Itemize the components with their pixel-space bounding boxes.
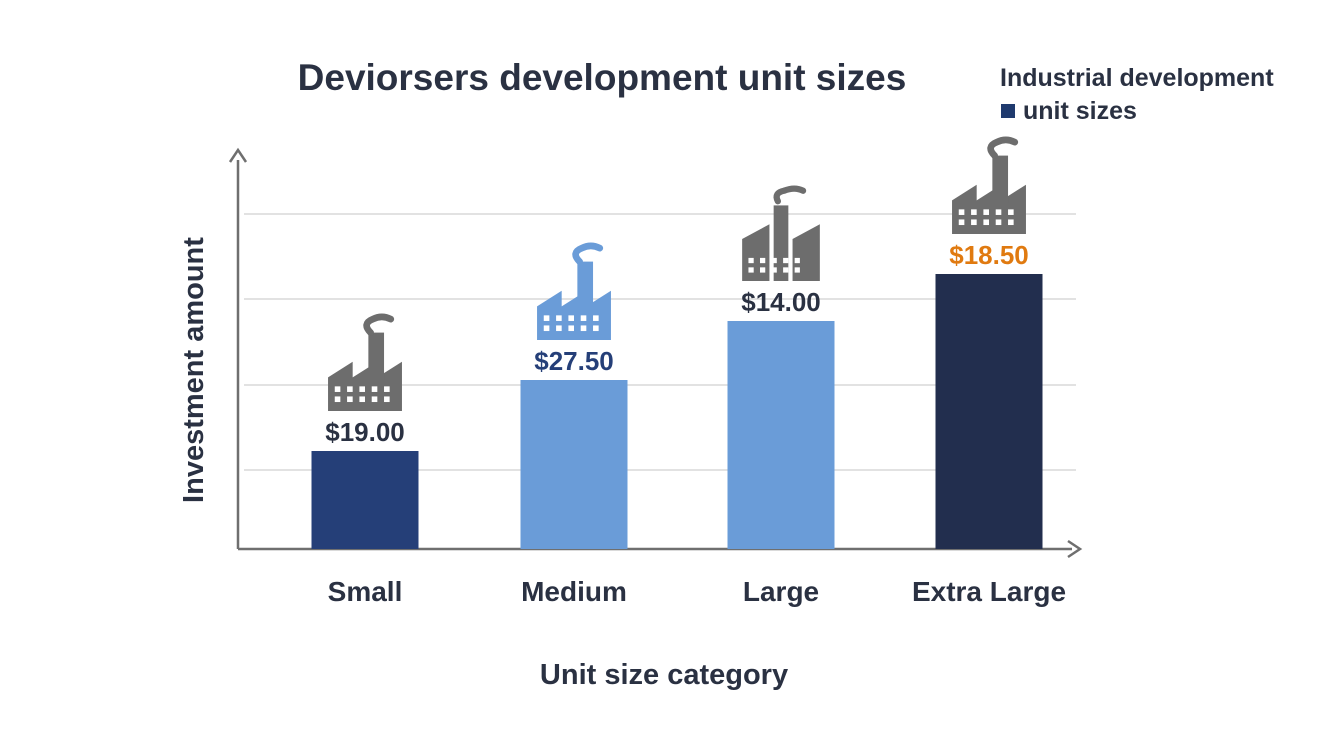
bar-large [727, 321, 835, 549]
value-label: $19.00 [325, 417, 405, 447]
legend-line-2: unit sizes [1023, 97, 1137, 125]
value-label: $27.50 [534, 346, 614, 376]
y-axis-arrow [228, 147, 248, 163]
tick-label: Extra Large [912, 576, 1066, 607]
legend: Industrial development unit sizes [1000, 64, 1274, 125]
legend-swatch [1001, 104, 1015, 118]
factory-icon [742, 188, 820, 281]
y-axis-label: Investment amount [178, 237, 210, 503]
factory-icon [537, 245, 611, 340]
bar-extra-large [935, 274, 1043, 549]
tick-label: Large [743, 576, 819, 607]
bar-small [311, 451, 419, 549]
chart-title: Deviorsers development unit sizes [298, 57, 907, 98]
tick-label: Medium [521, 576, 627, 607]
value-label: $18.50 [949, 240, 1029, 270]
value-label: $14.00 [741, 287, 821, 317]
factory-icon [952, 139, 1026, 234]
bars: $19.00 Small $27.50 Medium $14.00 Large $18.50… [311, 139, 1066, 607]
tick-label: Small [328, 576, 403, 607]
legend-line-1: Industrial development [1000, 64, 1274, 92]
x-axis-arrow [1067, 539, 1083, 559]
bar-medium [520, 380, 628, 549]
x-axis-label: Unit size category [540, 659, 788, 691]
factory-icon [328, 316, 402, 411]
